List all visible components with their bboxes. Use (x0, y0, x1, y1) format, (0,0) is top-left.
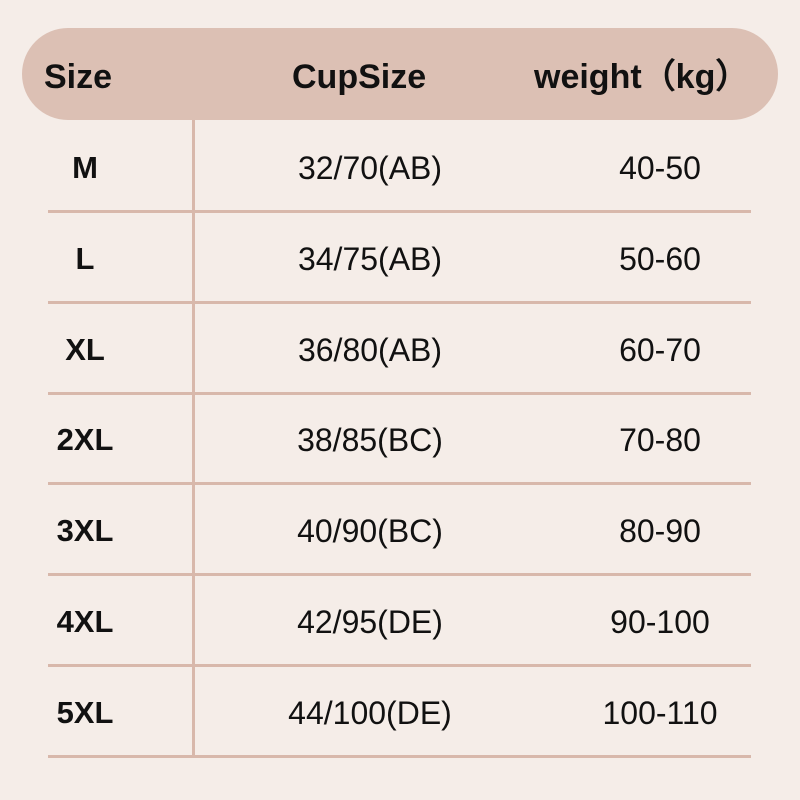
table-row: 3XL 40/90(BC) 80-90 (0, 485, 800, 577)
header-cup-size: CupSize (292, 58, 427, 96)
row-divider (48, 482, 751, 486)
header-weight: weight（kg） (534, 58, 750, 96)
size-cell: M (72, 150, 98, 185)
table-row: 4XL 42/95(DE) 90-100 (0, 576, 800, 667)
row-divider (48, 391, 751, 395)
cup-size-cell: 36/80(AB) (297, 331, 443, 368)
weight-cell: 100-110 (602, 694, 718, 731)
row-divider (48, 754, 751, 758)
cup-size-cell: 34/75(AB) (297, 240, 443, 277)
row-divider (48, 664, 751, 667)
column-divider (192, 120, 195, 756)
size-cell: 5XL (56, 694, 114, 730)
table-row: 2XL 38/85(BC) 70-80 (0, 394, 800, 486)
table-row: 5XL 44/100(DE) 100-110 (0, 667, 800, 758)
weight-cell: 60-70 (619, 331, 701, 368)
size-cell: 3XL (56, 513, 114, 549)
weight-cell: 50-60 (619, 240, 701, 277)
cup-size-cell: 38/85(BC) (297, 422, 443, 459)
weight-cell: 90-100 (610, 604, 710, 640)
table-row: L 34/75(AB) 50-60 (0, 213, 800, 304)
header-size: Size (44, 58, 113, 96)
row-divider (48, 573, 751, 577)
weight-cell: 40-50 (619, 150, 701, 186)
row-divider (48, 210, 751, 213)
table-header: Size CupSize weight（kg） (22, 28, 778, 120)
cup-size-cell: 40/90(BC) (297, 513, 443, 550)
weight-cell: 70-80 (619, 422, 701, 459)
cup-size-cell: 42/95(DE) (297, 604, 443, 640)
table-row: XL 36/80(AB) 60-70 (0, 304, 800, 395)
size-cell: 2XL (56, 422, 114, 458)
size-cell: L (75, 240, 95, 276)
cup-size-cell: 32/70(AB) (297, 150, 443, 186)
row-divider (48, 300, 751, 304)
size-cell: XL (65, 331, 105, 367)
table-row: M 32/70(AB) 40-50 (0, 122, 800, 213)
weight-cell: 80-90 (619, 513, 701, 550)
cup-size-cell: 44/100(DE) (288, 694, 452, 731)
size-cell: 4XL (56, 604, 114, 639)
